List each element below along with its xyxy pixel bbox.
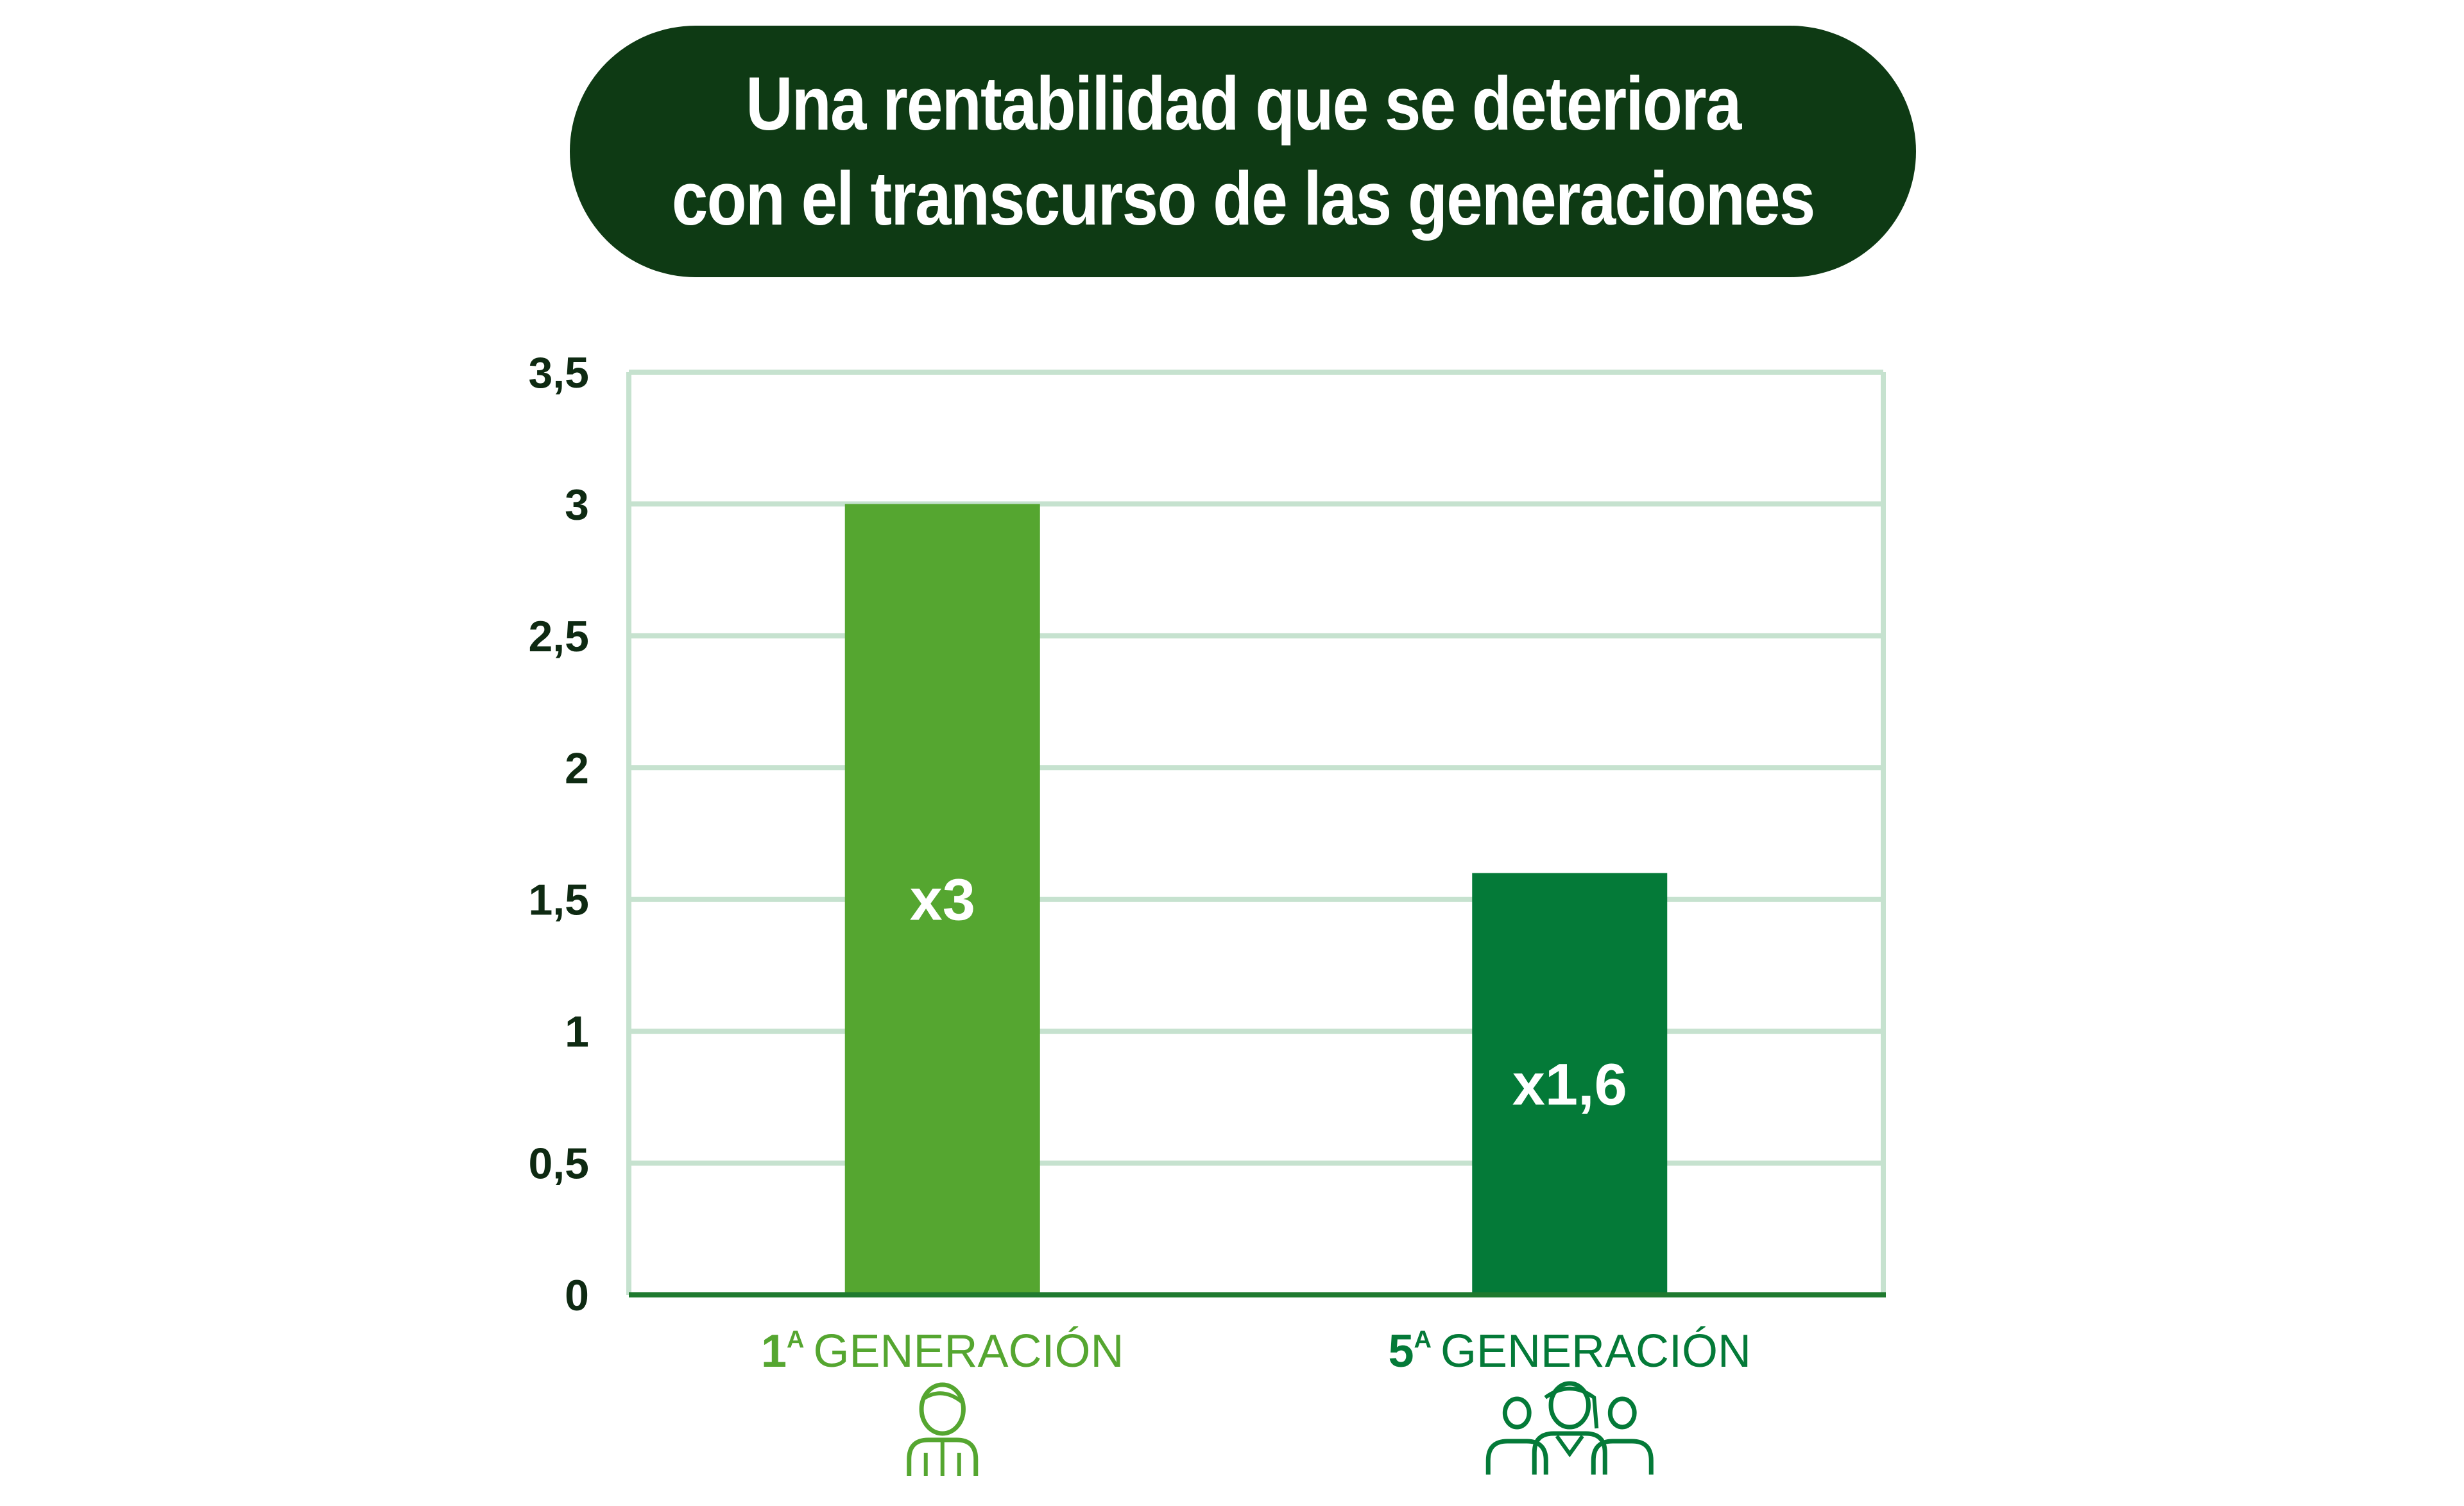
category-ordinal-superscript: A [1414, 1326, 1432, 1353]
single-person-icon [907, 1382, 979, 1476]
gridlines [626, 370, 1886, 1295]
category-icons [907, 1381, 1654, 1476]
x-category-label: 1A GENERACIÓN [761, 1326, 1124, 1377]
y-tick-label: 2,5 [528, 612, 589, 661]
chart-title: Una rentabilidad que se deteriora con el… [570, 26, 1916, 277]
bar-1 [844, 504, 1040, 1295]
y-tick-label: 1,5 [528, 876, 589, 925]
category-name: GENERACIÓN [813, 1326, 1124, 1377]
category-ordinal-superscript: A [787, 1326, 804, 1353]
y-axis-ticks: 0 0,5 1 1,5 2 2,5 3 3,5 [528, 348, 589, 1320]
bar-value-label: x3 [910, 868, 975, 933]
bar-value-label: x1,6 [1512, 1052, 1627, 1117]
y-tick-label: 1 [565, 1007, 589, 1056]
y-tick-label: 0 [565, 1271, 589, 1320]
x-axis-categories: 1A GENERACIÓN 5A GENERACIÓN [761, 1326, 1751, 1377]
y-tick-label: 3 [565, 480, 589, 529]
category-name: GENERACIÓN [1441, 1326, 1751, 1377]
chart-title-line-2: con el transcurso de las generaciones [671, 157, 1815, 241]
bar-2 [1472, 873, 1668, 1295]
y-tick-label: 2 [565, 744, 589, 792]
group-of-people-icon [1485, 1381, 1654, 1475]
y-tick-label: 3,5 [528, 348, 589, 397]
category-ordinal: 1 [761, 1326, 787, 1377]
x-category-label: 5A GENERACIÓN [1388, 1326, 1751, 1377]
y-tick-label: 0,5 [528, 1140, 589, 1188]
bars: x3 x1,6 [629, 504, 1886, 1297]
category-ordinal: 5 [1388, 1326, 1414, 1377]
chart-title-line-1: Una rentabilidad que se deteriora [745, 62, 1741, 146]
